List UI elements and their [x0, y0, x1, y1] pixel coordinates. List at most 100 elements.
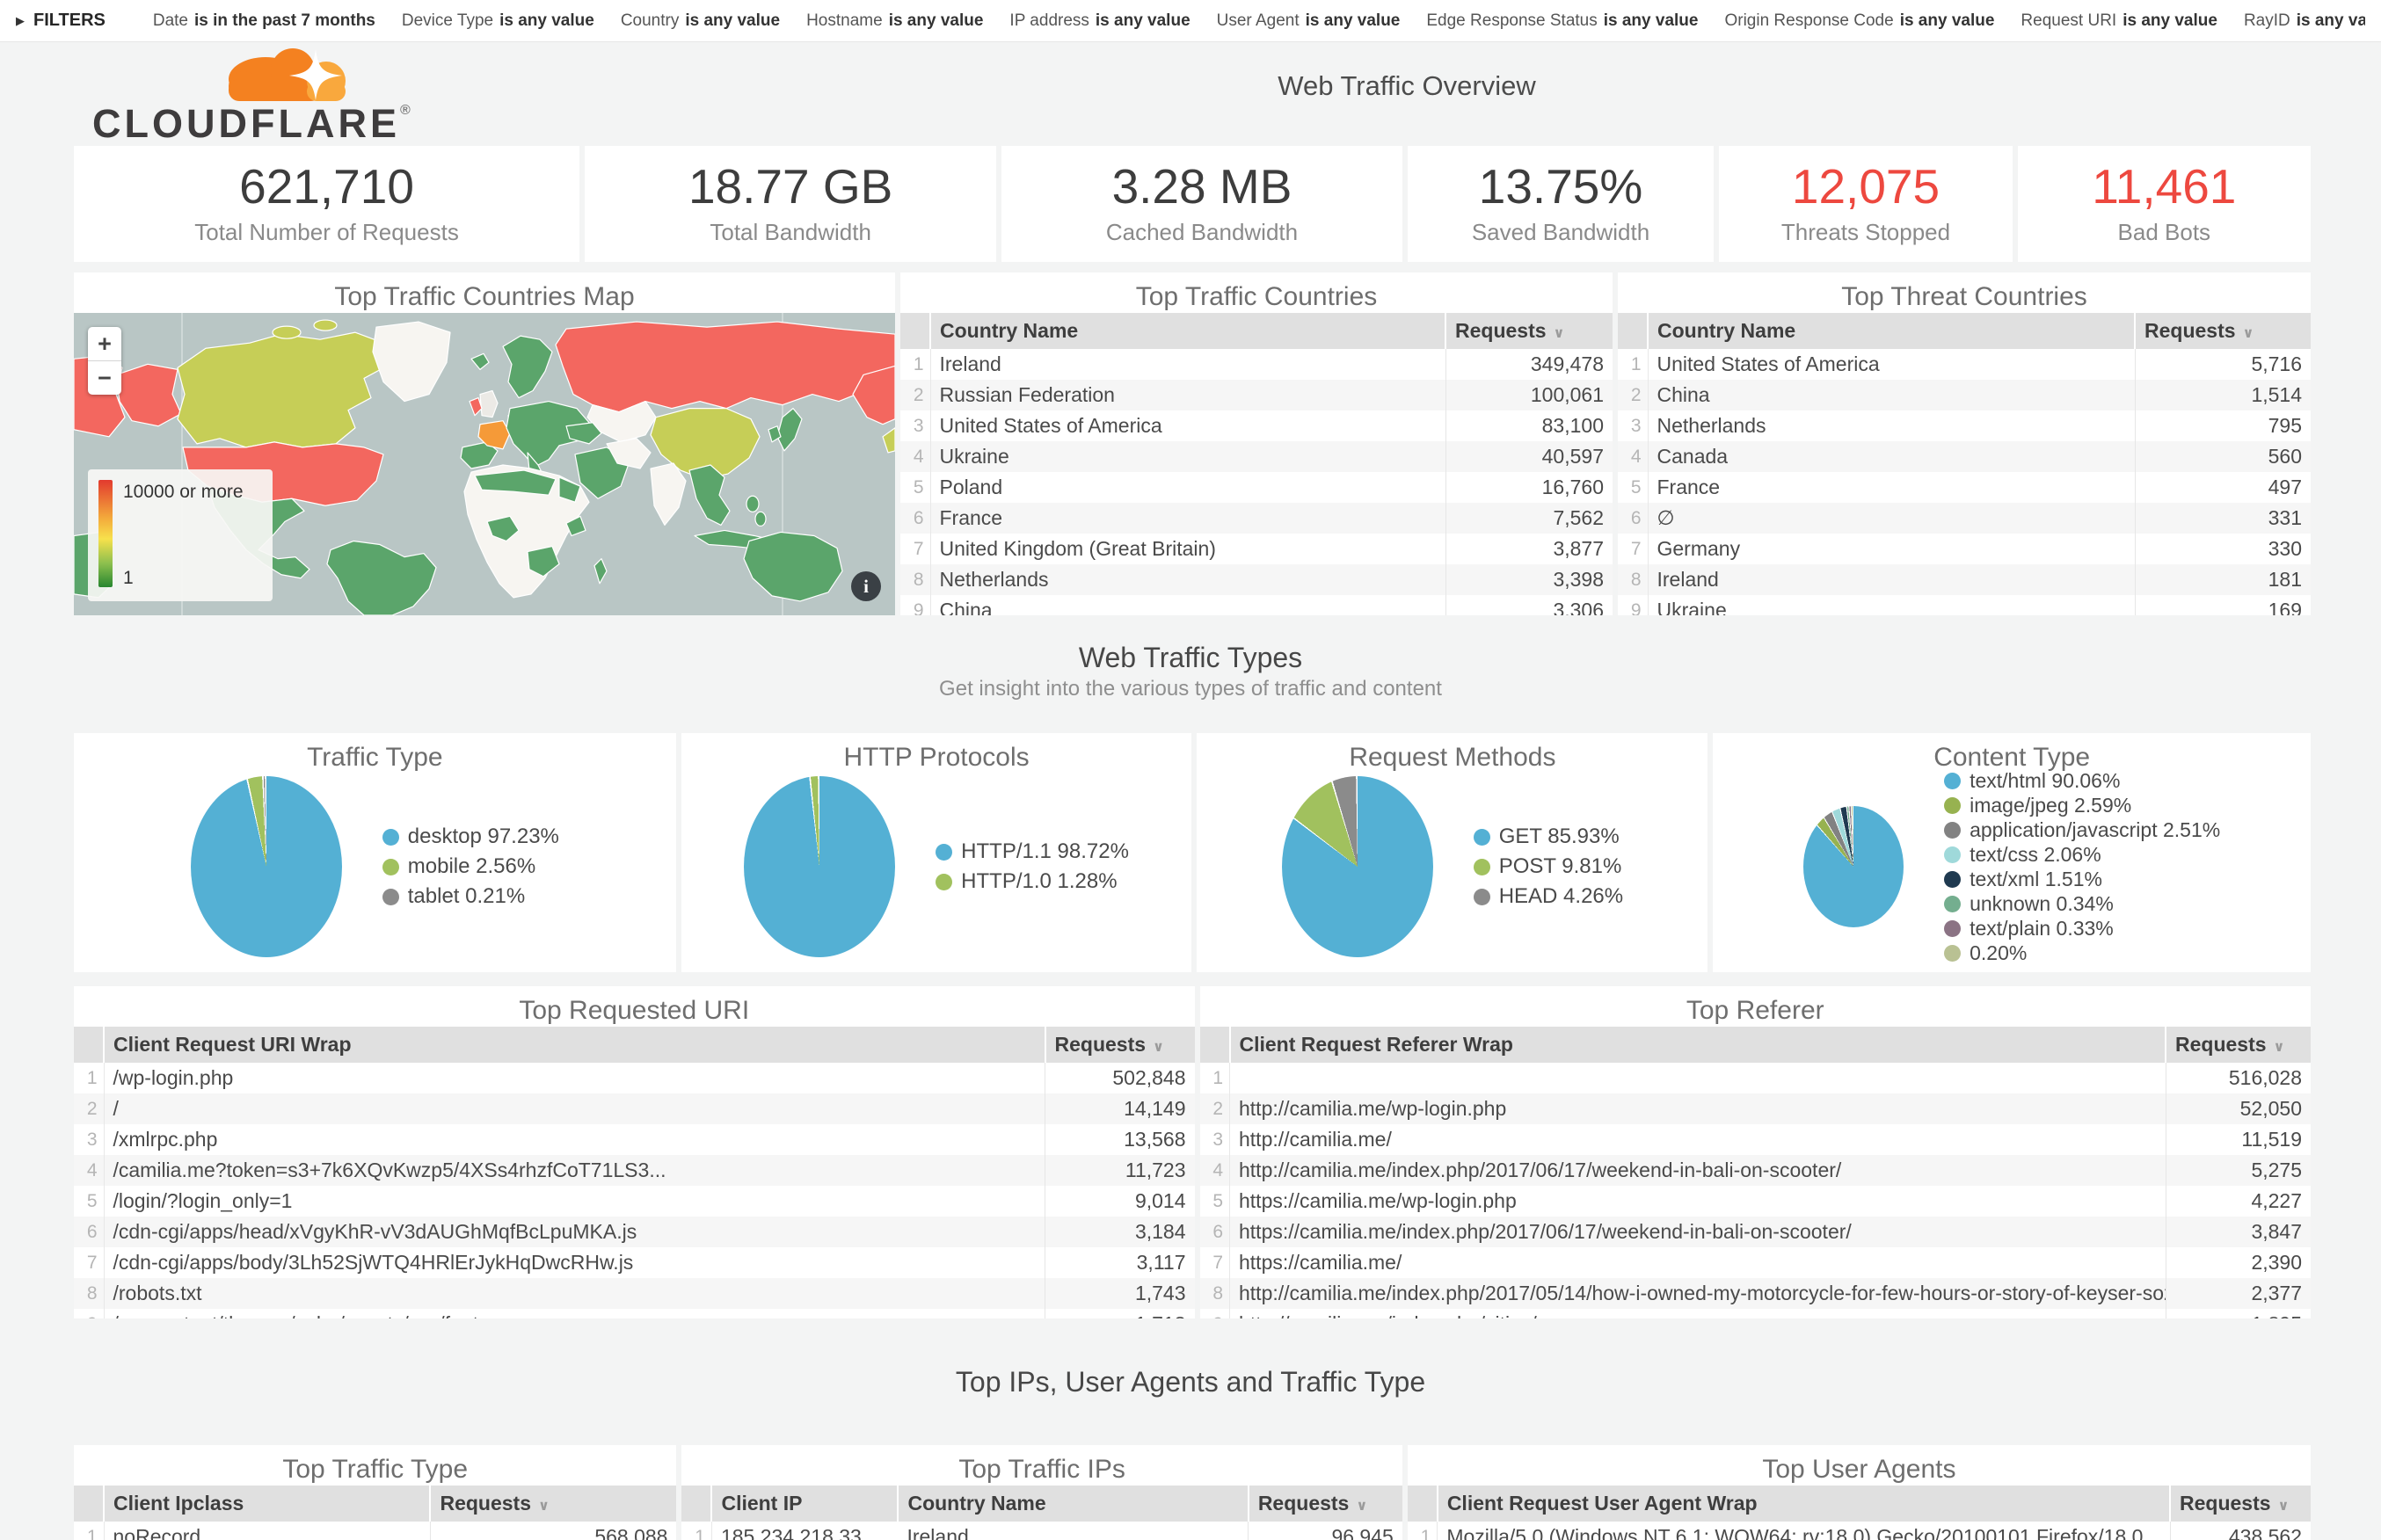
zoom-out-button[interactable]: − [98, 364, 112, 391]
table-cell: 11,723 [1045, 1155, 1195, 1186]
row-rank: 3 [74, 1124, 105, 1155]
table-row: 3 http://camilia.me/11,519 [1199, 1124, 2311, 1155]
map-info-icon[interactable]: i [851, 571, 881, 601]
column-header[interactable]: Requests ∨ [2169, 1486, 2311, 1522]
table-cell: 40,597 [1445, 441, 1613, 472]
filter-item[interactable]: Edge Response Status is any value [1426, 11, 1699, 30]
legend-item[interactable]: mobile 2.56% [382, 854, 559, 879]
filter-item[interactable]: Device Type is any value [401, 11, 594, 30]
filter-item[interactable]: Origin Response Code is any value [1724, 11, 1995, 30]
column-header[interactable]: Client Ipclass [102, 1486, 431, 1522]
world-map[interactable]: + − 10000 or more 1 i [74, 313, 895, 615]
sort-caret-icon: ∨ [2277, 1499, 2290, 1514]
table-row: 2 http://camilia.me/wp-login.php 52,050 [1199, 1093, 2311, 1124]
filter-item[interactable]: Country is any value [620, 11, 781, 30]
table-cell: /cdn-cgi/apps/head/xVgyKhR-vV3dAUGhMqfBc… [113, 1220, 637, 1243]
legend-item[interactable]: HTTP/1.0 1.28% [936, 869, 1129, 894]
table-row: 3 United States of America 83,100 [900, 410, 1613, 441]
row-rank: 7 [1199, 1247, 1230, 1278]
legend-item[interactable]: POST 9.81% [1473, 854, 1623, 879]
legend-item[interactable]: text/xml 1.51% [1944, 868, 2220, 891]
pie-chart[interactable] [1803, 806, 1904, 927]
legend-item[interactable]: image/jpeg 2.59% [1944, 794, 2220, 817]
column-header[interactable]: Requests ∨ [2165, 1027, 2311, 1063]
table-cell: 3,877 [1445, 534, 1613, 564]
column-header[interactable]: Requests ∨ [1445, 313, 1613, 349]
table-row: 6/cdn-cgi/apps/head/xVgyKhR-vV3dAUGhMqfB… [74, 1217, 1195, 1247]
column-header[interactable]: Requests ∨ [1247, 1486, 1402, 1522]
table-row: 7 https://camilia.me/2,390 [1199, 1247, 2311, 1278]
requested-uri-table: Client Request URI Wrap Requests ∨ 1/wp-log… [74, 1027, 1195, 1318]
filter-item[interactable]: User Agent is any value [1216, 11, 1401, 30]
legend-dot-icon [1473, 858, 1490, 875]
legend-dot-icon [382, 858, 399, 875]
table-cell: 14,149 [1045, 1093, 1195, 1124]
row-rank: 3 [1618, 410, 1649, 441]
column-header[interactable]: Client Request User Agent Wrap [1436, 1486, 2170, 1522]
legend-label: unknown 0.34% [1970, 891, 2114, 915]
user-agents-table: Client Request User Agent Wrap Requests ∨ 1… [1407, 1486, 2311, 1540]
section-web-traffic-types: Web Traffic Types Get insight into the v… [0, 640, 2381, 703]
legend-item[interactable]: text/plain 0.33% [1944, 917, 2220, 941]
table-row: 5 France 497 [1618, 472, 2311, 503]
column-header[interactable]: Client Request URI Wrap [103, 1027, 1045, 1063]
table-row: 7 Germany 330 [1618, 534, 2311, 564]
table-row: 6 https://camilia.me/index.php/2017/06/17… [1199, 1217, 2311, 1247]
kpi-label: Bad Bots [2117, 218, 2211, 245]
legend-item[interactable]: text/css 2.06% [1944, 843, 2220, 867]
legend-item[interactable]: HTTP/1.1 98.72% [936, 839, 1129, 864]
legend-item[interactable]: text/html 90.06% [1944, 769, 2220, 793]
filter-item[interactable]: Date is in the past 7 months [152, 11, 375, 30]
column-header[interactable]: Client IP [710, 1486, 899, 1522]
column-header[interactable]: Requests ∨ [429, 1486, 677, 1522]
data-table: Country Name Requests ∨ 1 United States of A… [1618, 313, 2311, 615]
column-header[interactable]: Requests ∨ [2134, 313, 2311, 349]
panel-title: Top Traffic Countries [1135, 282, 1378, 311]
rank-column-header [1199, 1027, 1230, 1063]
panel-top-threat-countries: Top Threat Countries Country Name Request… [1618, 272, 2311, 615]
pie-chart[interactable] [190, 776, 342, 957]
column-header[interactable]: Requests ∨ [1044, 1027, 1195, 1063]
table-row: 2 / 14,149 [74, 1093, 1195, 1124]
legend-item[interactable]: 0.20% [1944, 941, 2220, 965]
table-row: 7 United Kingdom (Great Britain) 3,877 [900, 534, 1613, 564]
legend-item[interactable]: desktop 97.23% [382, 824, 559, 849]
legend-item[interactable]: unknown 0.34% [1944, 892, 2220, 916]
table-row: 5 https://camilia.me/wp-login.php 4,227 [1199, 1186, 2311, 1217]
filter-item[interactable]: Request URI is any value [2021, 11, 2217, 30]
row-rank: 7 [74, 1247, 105, 1278]
table-cell: United States of America [1657, 352, 1880, 375]
table-cell: 331 [2134, 503, 2311, 534]
row-rank: 8 [900, 564, 931, 595]
legend-min-label: 1 [123, 568, 134, 588]
table-cell: Poland [939, 476, 1003, 498]
column-header[interactable]: Country Name [929, 313, 1445, 349]
row-rank: 3 [900, 410, 931, 441]
row-rank: 5 [1199, 1186, 1230, 1217]
row-rank: 9 [74, 1309, 105, 1318]
filter-list: Date is in the past 7 months Device Type is… [153, 11, 2365, 31]
table-cell: China [939, 599, 993, 615]
kpi-threats-stopped: 12,075 Threats Stopped [1719, 146, 2013, 262]
column-header[interactable]: Country Name [897, 1486, 1249, 1522]
kpi-saved-bandwidth: 13.75% Saved Bandwidth [1407, 146, 1715, 262]
filters-toggle[interactable]: ▶ FILTERS [16, 11, 106, 31]
row-rank: 2 [1199, 1093, 1230, 1124]
column-header[interactable]: Client Request Referer Wrap [1228, 1027, 2166, 1063]
filter-item[interactable]: Hostname is any value [806, 11, 984, 30]
pie-chart[interactable] [1281, 776, 1433, 957]
legend-item[interactable]: application/javascript 2.51% [1944, 818, 2220, 842]
column-header[interactable]: Country Name [1647, 313, 2135, 349]
legend-item[interactable]: tablet 0.21% [382, 884, 559, 909]
row-rank: 4 [900, 441, 931, 472]
table-row: 8/robots.txt 1,743 [74, 1278, 1195, 1309]
legend-item[interactable]: HEAD 4.26% [1473, 884, 1623, 909]
pie-chart[interactable] [744, 776, 896, 957]
filter-item[interactable]: IP address is any value [1009, 11, 1190, 30]
row-rank: 6 [900, 503, 931, 534]
table-cell [1230, 1063, 2166, 1093]
table-row: 8 Netherlands 3,398 [900, 564, 1613, 595]
zoom-in-button[interactable]: + [98, 330, 112, 357]
legend-item[interactable]: GET 85.93% [1473, 824, 1623, 849]
